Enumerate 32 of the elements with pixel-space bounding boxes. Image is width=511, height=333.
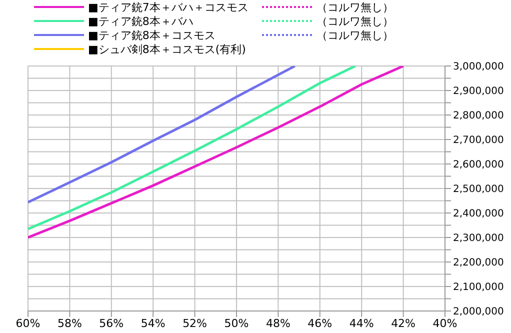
y-tick-label: 2,900,000 (453, 86, 504, 98)
y-tick-label: 2,300,000 (453, 233, 504, 244)
y-tick-label: 2,500,000 (453, 184, 504, 196)
legend-label: （コルワ無し） (316, 14, 394, 28)
legend-label: ■ティア銃7本＋バハ＋コスモス (88, 0, 248, 14)
x-tick-label: 58% (57, 316, 82, 330)
legend-label: ■ティア銃8本＋バハ (88, 14, 194, 28)
legend-label: （コルワ無し） (316, 28, 394, 42)
x-tick-label: 44% (349, 316, 374, 330)
x-tick-label: 46% (308, 316, 332, 330)
line-series (28, 66, 405, 239)
y-tick-label: 2,000,000 (453, 306, 504, 318)
x-tick-label: 54% (140, 316, 166, 330)
x-tick-label: 56% (99, 316, 124, 330)
x-tick-label: 40% (432, 316, 458, 330)
y-tick-label: 2,800,000 (453, 110, 504, 122)
legend-label: ■シュバ剣8本＋コスモス(有利) (88, 42, 246, 56)
y-tick-label: 2,700,000 (453, 135, 504, 146)
x-tick-label: 50% (224, 316, 249, 330)
x-tick-label: 60% (16, 316, 40, 330)
line-series (28, 66, 357, 230)
x-tick-label: 48% (266, 316, 290, 330)
legend-label: （コルワ無し） (316, 0, 394, 14)
y-tick-label: 2,400,000 (453, 208, 504, 220)
x-tick-label: 42% (391, 316, 416, 330)
line-series (28, 66, 296, 204)
y-tick-label: 2,100,000 (453, 282, 504, 294)
y-tick-label: 2,600,000 (453, 160, 504, 171)
y-tick-label: 3,000,000 (453, 62, 504, 73)
x-tick-label: 52% (182, 316, 208, 330)
legend-label: ■ティア銃8本＋コスモス (88, 28, 216, 42)
y-tick-label: 2,200,000 (453, 258, 504, 269)
